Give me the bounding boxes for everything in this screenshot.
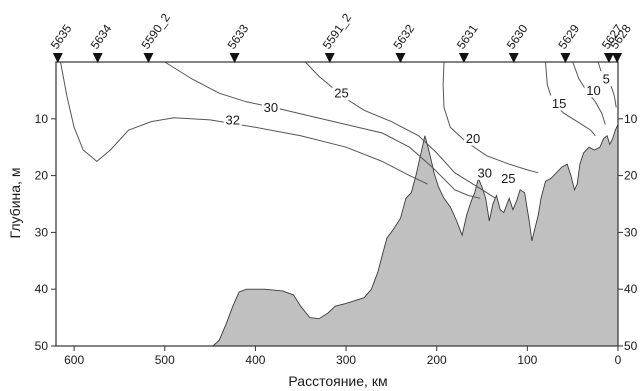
station-marker-5591_2 <box>324 53 335 63</box>
x-tick-label-100: 100 <box>517 353 537 367</box>
contour-label-10: 10 <box>586 83 600 98</box>
station-label-5591_2: 5591_2 <box>320 11 355 52</box>
x-tick-label-500: 500 <box>155 353 175 367</box>
contour-line-30 <box>164 61 481 199</box>
y-tick-label-left-20: 20 <box>35 169 49 183</box>
station-label-5635: 5635 <box>48 22 75 52</box>
station-label-5632: 5632 <box>390 22 417 52</box>
station-marker-5633 <box>229 53 240 63</box>
x-axis-title: Расстояние, км <box>288 373 387 389</box>
y-axis-title: Глубина, м <box>7 168 23 239</box>
y-tick-label-left-30: 30 <box>35 225 49 239</box>
axes-layer: 600 500 400 300 200 100 0 10 10 20 20 30 30 40 40 50 50 <box>35 61 638 367</box>
contour-label-bg <box>223 111 242 127</box>
contour-label-bg <box>332 85 351 101</box>
station-marker-5630 <box>508 53 519 63</box>
station-marker-5631 <box>458 53 469 63</box>
x-tick-label-400: 400 <box>245 353 265 367</box>
x-tick-label-600: 600 <box>64 353 84 367</box>
station-marker-5628 <box>612 53 623 63</box>
station-marker-5629 <box>560 53 571 63</box>
contour-label-25: 25 <box>334 86 348 101</box>
station-markers-layer: 5635 5634 5590_2 5633 5591_2 5632 5631 5630 5629… <box>48 11 634 63</box>
y-tick-label-right-20: 20 <box>624 169 638 183</box>
contour-line-20 <box>442 61 539 174</box>
x-tick-label-200: 200 <box>427 353 447 367</box>
contour-label-bg <box>597 71 616 87</box>
contour-label-inline-0: 30 <box>478 165 492 180</box>
contour-label-30: 30 <box>264 100 278 115</box>
station-label-5633: 5633 <box>225 22 252 52</box>
bottom-profile <box>211 124 619 347</box>
bottom-topography-layer <box>211 124 619 347</box>
contour-label-bg <box>550 95 569 111</box>
station-marker-5632 <box>395 53 406 63</box>
station-marker-5590_2 <box>143 53 154 63</box>
station-marker-5634 <box>92 53 103 63</box>
x-tick-label-300: 300 <box>336 353 356 367</box>
contour-lines-layer: 32 30 25 20 15 105 30 25 <box>60 61 617 199</box>
y-tick-label-right-30: 30 <box>624 225 638 239</box>
y-tick-label-right-40: 40 <box>624 282 638 296</box>
contour-label-bg <box>475 164 494 180</box>
contour-label-bg <box>463 130 482 146</box>
y-tick-label-right-50: 50 <box>624 339 638 353</box>
y-tick-label-left-10: 10 <box>35 112 49 126</box>
contour-label-5: 5 <box>603 72 610 87</box>
contour-label-bg <box>499 170 518 186</box>
station-marker-5627 <box>603 53 614 63</box>
contour-line-25 <box>304 61 496 199</box>
plot-frame <box>55 61 619 347</box>
station-label-5629: 5629 <box>555 22 582 52</box>
station-label-5590_2: 5590_2 <box>138 11 173 52</box>
contour-label-bg <box>261 99 280 115</box>
contour-line-32 <box>60 61 428 185</box>
contour-label-inline-1: 25 <box>501 171 515 186</box>
y-tick-label-right-10: 10 <box>624 112 638 126</box>
station-label-5630: 5630 <box>504 22 531 52</box>
contour-label-bg <box>584 82 603 98</box>
contour-label-15: 15 <box>552 96 566 111</box>
station-label-5631: 5631 <box>454 22 481 52</box>
contour-line-15 <box>545 61 596 137</box>
station-label-5634: 5634 <box>88 22 115 52</box>
y-tick-label-left-40: 40 <box>35 282 49 296</box>
station-marker-5635 <box>52 53 63 63</box>
x-tick-label-0: 0 <box>615 353 622 367</box>
contour-label-32: 32 <box>226 112 240 127</box>
y-tick-label-left-50: 50 <box>35 339 49 353</box>
contour-label-20: 20 <box>466 131 480 146</box>
